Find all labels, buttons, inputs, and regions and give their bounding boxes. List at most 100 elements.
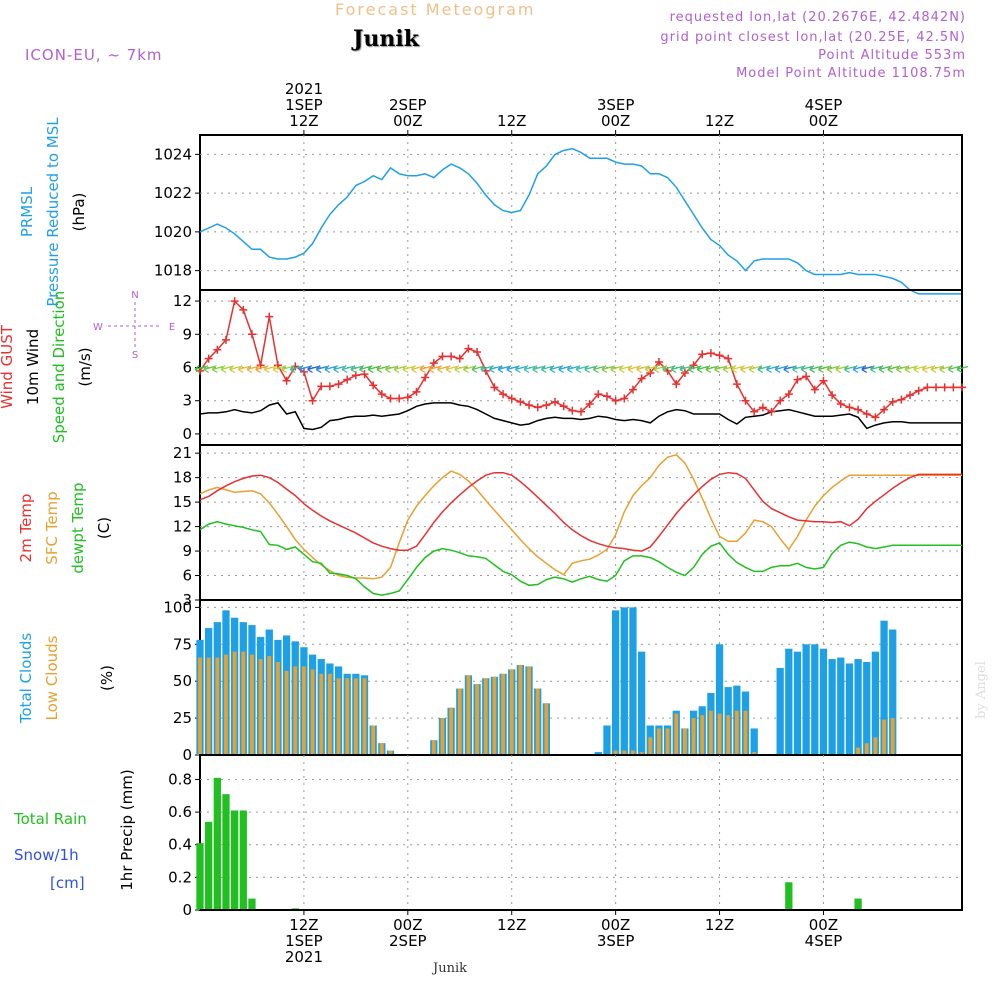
wind-direction-arrow [220,365,233,374]
gust-marker [438,352,447,361]
low-clouds-bar [431,740,436,755]
low-clouds-bar [302,666,306,755]
wind-direction-arrow [402,365,414,374]
gust-marker [767,407,776,416]
wind-direction-arrow [930,365,943,374]
temp-axis-label: (C) [95,517,113,539]
y-tick-label: 1020 [154,223,192,241]
wind-direction-arrow [740,365,752,374]
chart-title: Forecast Meteogram [335,0,536,19]
low-clouds-bar [665,728,670,755]
gust-marker [906,391,915,400]
gust-marker [611,396,620,405]
y-tick-label: 0 [182,746,192,764]
low-clouds-bar [371,725,376,755]
credit-watermark: by Angel [974,661,989,719]
low-clouds-bar [276,662,280,755]
panel-frame-5 [199,754,963,911]
rain-bar [222,794,230,910]
y-tick-label: 3 [182,392,192,410]
compass-east: E [169,322,175,333]
bottom-time-label: 4SEP [805,932,843,950]
gust-marker [888,397,897,406]
wind-direction-arrow [385,365,397,374]
wind-direction-arrow [540,365,553,374]
wind-direction-arrow [601,365,614,374]
y-tick-label: 25 [173,709,192,727]
top-time-label: 4SEP [805,96,843,114]
low-clouds-bar [890,718,895,755]
pressure-axis-label: Pressure Reduced to MSL [44,117,62,307]
gust-marker [741,396,750,405]
low-clouds-bar [293,666,298,755]
model-altitude: Model Point Altitude 1108.75m [736,66,966,81]
wind-axis-label: Wind GUST [0,324,16,409]
total-clouds-bar [611,610,620,755]
wind-direction-arrow [835,365,847,374]
low-clouds-bar [483,678,488,755]
low-clouds-bar [362,678,367,755]
y-tick-label: 12 [173,292,192,310]
total-clouds-bar [854,659,862,755]
gust-marker [403,393,412,402]
temp-axis-label: dewpt Temp [69,482,87,573]
wind-direction-arrow [644,365,657,374]
gust-marker [351,371,360,380]
gust-marker [412,387,421,396]
gust-marker [750,407,759,416]
wind-direction-arrow [610,365,622,374]
gust-marker [862,410,871,418]
low-clouds-bar [631,750,635,755]
wind-direction-arrow [817,365,830,374]
y-tick-label: 6 [182,567,192,585]
wind-direction-arrow [800,365,813,374]
gust-marker [507,394,516,403]
total-clouds-bar [603,725,611,755]
wind-direction-arrow [324,365,337,374]
wind-direction-arrow [229,365,241,374]
wind-direction-arrow [428,365,440,374]
y-tick-label: 9 [182,542,192,560]
wind-direction-arrow [956,365,969,374]
total-clouds-bar [802,644,810,755]
wind-direction-arrow [514,365,527,374]
y-tick-label: 3 [182,591,192,609]
low-clouds-bar [449,707,454,755]
wind-axis-label: 10m Wind [24,329,42,405]
dewpt-temp-line [199,520,962,596]
wind-direction-arrow [904,365,917,374]
gust-marker [343,375,352,384]
total-clouds-bar [811,644,819,755]
2m-temp-line [199,471,962,552]
gust-marker [776,396,785,405]
wind-direction-arrow [627,365,640,374]
top-time-label: 00Z [393,112,422,130]
gust-marker [559,402,568,411]
model-name: ICON-EU, ~ 7km [25,46,163,64]
low-clouds-bar [284,670,289,755]
sfc-temp-line [199,453,962,580]
clouds-axis-label: Low Clouds [43,635,61,720]
clouds-unit-label: (%) [98,665,116,691]
wind-direction-arrow [281,365,293,374]
wind-direction-arrow [783,365,795,374]
gust-marker [421,373,430,382]
gust-marker [958,383,966,392]
wind-axis-label: Speed and Direction [50,291,68,444]
gust-marker [360,370,369,379]
wind-direction-arrow [315,365,328,374]
low-clouds-bar [683,728,687,755]
total-clouds-bar [620,607,628,755]
wind-direction-arrow [480,365,492,374]
low-clouds-bar [734,710,739,755]
wind-direction-arrow [826,365,839,374]
gust-marker [334,380,343,389]
low-clouds-bar [752,752,757,755]
wind-direction-arrow [947,365,960,374]
wind-direction-arrow [774,365,787,374]
gust-marker [828,391,837,400]
wind-direction-arrow [523,365,536,374]
rain-bar [248,898,256,910]
wind-axis-label: (m/s) [76,347,94,386]
